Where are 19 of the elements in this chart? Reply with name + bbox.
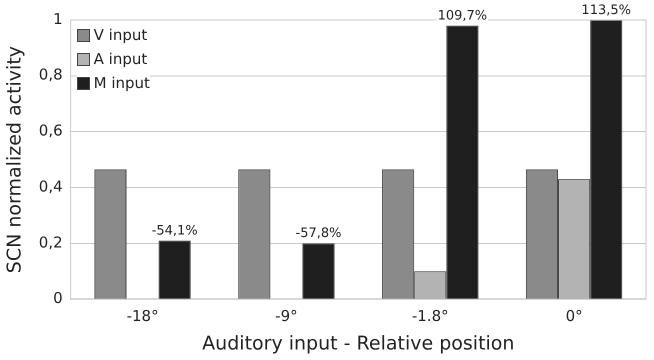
y-tick-label: 0,8 [38,66,63,84]
y-axis-title: SCN normalized activity [3,46,26,274]
y-tick-label: 1 [53,10,63,28]
annotation: -57,8% [296,226,342,242]
legend-label: M input [94,74,150,92]
y-tick-label: 0,4 [38,177,63,196]
y-tick-label: 0,2 [38,233,63,252]
text: 113,5% [581,2,631,18]
legend-label: A input [94,50,148,68]
x-tick-label: -18° [126,307,159,326]
y-tick-label: 0 [53,289,63,308]
y-tick-label: 0,6 [38,122,63,140]
legend-label: V input [94,26,148,44]
x-tick-label: 0° [566,307,583,326]
x-axis-title: Auditory input - Relative position [202,332,514,355]
x-tick-label: -9° [275,307,298,326]
x-tick-label: -1.8° [412,307,449,326]
annotation: 109,7% [438,8,488,24]
annotation: -54,1% [152,223,198,238]
